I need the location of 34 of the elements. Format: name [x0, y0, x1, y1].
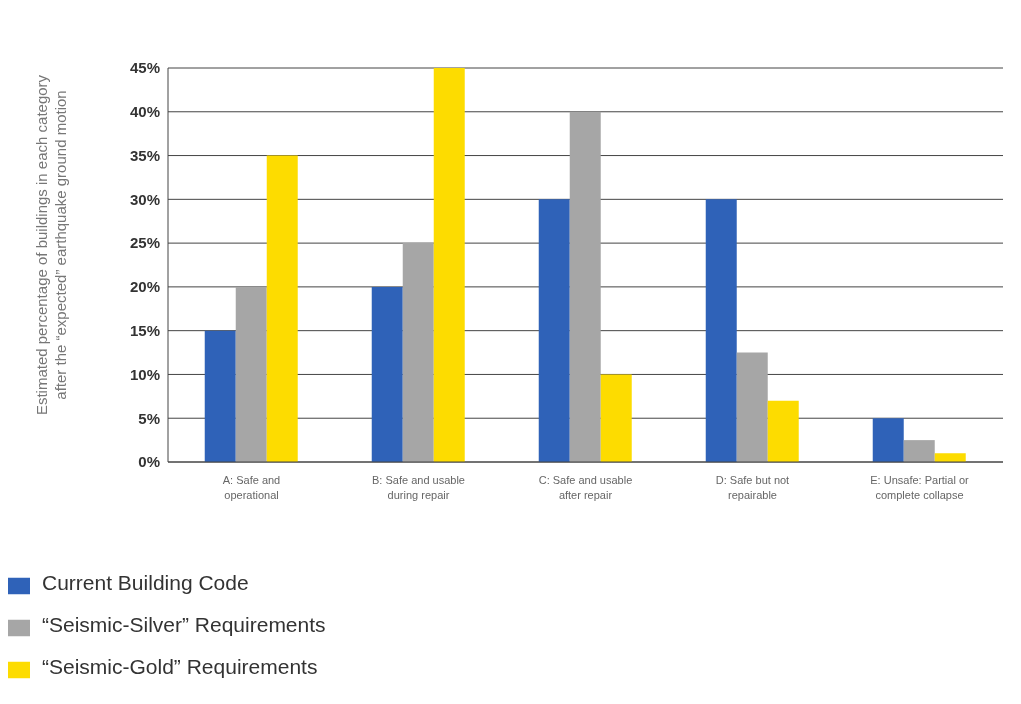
y-tick-label: 30% — [129, 190, 160, 208]
x-tick-label: C: Safe and usable after repair — [538, 474, 633, 501]
bar — [266, 155, 298, 462]
bar — [872, 418, 904, 462]
bar — [934, 453, 966, 462]
x-tick-label: A: Safe and operational — [222, 474, 281, 501]
y-tick-label: 45% — [129, 59, 160, 77]
bar — [569, 111, 601, 462]
x-tick-label: E: Unsafe: Partial or complete collapse — [870, 474, 970, 501]
bar — [600, 374, 632, 462]
y-tick-label: 35% — [129, 146, 160, 164]
bar — [371, 286, 403, 462]
bar — [736, 352, 768, 462]
y-tick-label: 20% — [129, 278, 160, 296]
legend-label: Current Building Code — [42, 571, 249, 594]
y-axis-title: Estimated percentage of buildings in each category after the “expected” earthquake ground motion — [32, 74, 69, 416]
bar — [538, 199, 570, 462]
y-tick-label: 40% — [129, 103, 160, 121]
bar — [705, 199, 737, 462]
bar — [235, 286, 267, 462]
y-tick-label: 0% — [138, 453, 160, 471]
bar — [204, 330, 236, 462]
y-tick-label: 15% — [129, 321, 160, 339]
bar — [767, 400, 799, 462]
y-tick-label: 10% — [129, 365, 160, 383]
y-tick-label: 25% — [129, 234, 160, 252]
bar — [402, 243, 434, 462]
legend-label: “Seismic-Silver” Requirements — [42, 613, 326, 636]
y-tick-label: 5% — [138, 409, 160, 427]
x-tick-label: B: Safe and usable during repair — [372, 474, 465, 501]
x-tick-label: D: Safe but not repairable — [715, 474, 790, 501]
bar — [433, 68, 465, 462]
legend-label: “Seismic-Gold” Requirements — [42, 655, 318, 678]
bar — [903, 440, 935, 462]
